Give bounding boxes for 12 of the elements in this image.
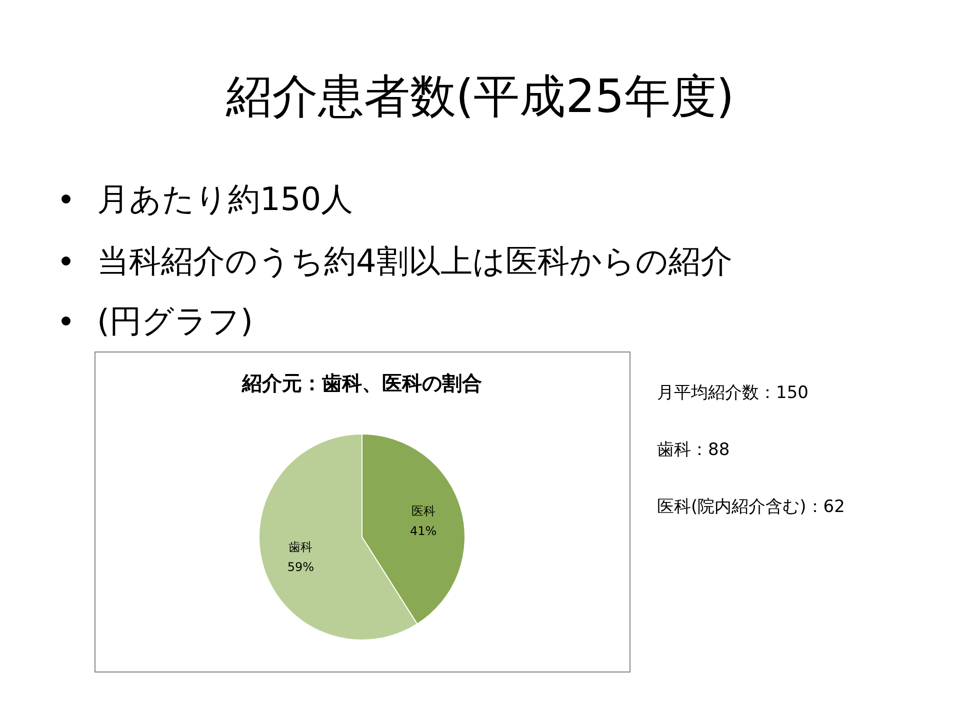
text: 医科(院内紹介含む)：62 [657,497,845,517]
slice-label: 歯科 [288,540,313,554]
text: 当科紹介のうち約4割以上は医科からの紹介 [97,242,732,280]
data-label: 59% [287,560,314,574]
data-label: 41% [410,524,437,538]
text: 月あたり約150人 [97,180,354,218]
text: 月平均紹介数：150 [657,383,808,403]
text: 歯科：88 [657,440,730,460]
chart-title: 紹介患者数(平成25年度) [224,69,734,123]
slice-label: 医科 [411,504,436,518]
chart-subtitle: 紹介元：歯科、医科の割合 [241,371,482,395]
text: (円グラフ) [97,302,253,340]
